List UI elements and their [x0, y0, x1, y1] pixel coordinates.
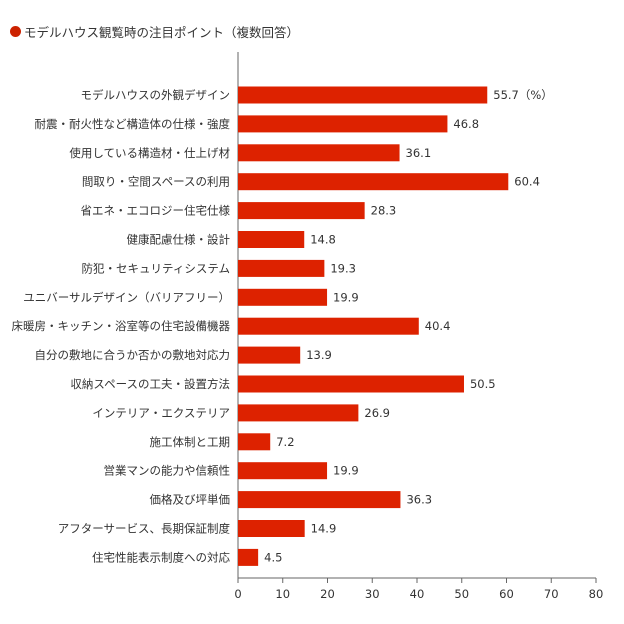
value-label: 7.2 — [276, 435, 294, 449]
value-label: 4.5 — [264, 550, 282, 564]
value-label: 26.9 — [364, 406, 390, 420]
value-label: 55.7（%） — [493, 88, 553, 102]
value-label: 19.9 — [333, 290, 359, 304]
bar — [238, 259, 325, 277]
x-tick-label: 80 — [589, 587, 604, 601]
category-label: 施工体制と工期 — [150, 435, 231, 449]
category-label: 住宅性能表示制度への対応 — [92, 550, 230, 564]
value-label: 19.9 — [333, 464, 359, 478]
bar — [238, 317, 419, 335]
x-tick-label: 50 — [454, 587, 469, 601]
category-label: 自分の敷地に合うか否かの敷地対応力 — [35, 348, 231, 362]
value-label: 50.5 — [470, 377, 496, 391]
chart-title: モデルハウス観覧時の注目ポイント（複数回答） — [24, 25, 300, 40]
bar — [238, 173, 509, 191]
value-label: 13.9 — [306, 348, 332, 362]
bar — [238, 346, 301, 364]
category-label: 省エネ・エコロジー住宅仕様 — [81, 204, 231, 218]
bar — [238, 433, 271, 451]
category-label: モデルハウスの外観デザイン — [81, 88, 231, 102]
value-label: 14.9 — [311, 522, 337, 536]
category-label: 価格及び坪単価 — [150, 493, 231, 507]
chart-title-wrap: モデルハウス観覧時の注目ポイント（複数回答） — [10, 22, 299, 41]
x-tick-label: 30 — [365, 587, 380, 601]
value-label: 40.4 — [425, 319, 451, 333]
category-label: 間取り・空間スペースの利用 — [82, 175, 230, 189]
bar — [238, 231, 305, 248]
value-label: 36.1 — [406, 146, 432, 160]
bar — [238, 288, 328, 306]
x-tick-label: 70 — [544, 587, 559, 601]
category-label: ユニバーサルデザイン（バリアフリー） — [23, 290, 230, 304]
category-label: 防犯・セキュリティシステム — [82, 261, 230, 275]
bar — [238, 548, 259, 566]
value-label: 28.3 — [371, 204, 397, 218]
category-label: 床暖房・キッチン・浴室等の住宅設備機器 — [12, 319, 231, 333]
category-label: 使用している構造材・仕上げ材 — [69, 146, 230, 160]
x-tick-label: 60 — [499, 587, 514, 601]
bar — [238, 404, 359, 422]
bar — [238, 375, 464, 393]
category-label: 営業マンの能力や信頼性 — [104, 464, 231, 478]
x-tick-label: 40 — [410, 587, 425, 601]
value-label: 46.8 — [453, 117, 479, 131]
value-label: 36.3 — [406, 493, 432, 507]
unit-label: （%） — [519, 88, 553, 102]
category-label: 収納スペースの工夫・設置方法 — [70, 377, 230, 391]
bar — [238, 144, 400, 162]
category-label: インテリア・エクステリア — [92, 406, 230, 420]
value-label: 60.4 — [514, 175, 540, 189]
bar — [238, 520, 305, 537]
x-tick-label: 10 — [275, 587, 290, 601]
bar — [238, 86, 488, 104]
bar — [238, 462, 328, 480]
bar — [238, 115, 448, 133]
category-label: アフターサービス、長期保証制度 — [58, 522, 231, 536]
category-label: 健康配慮仕様・設計 — [127, 233, 231, 247]
category-label: 耐震・耐火性など構造体の仕様・強度 — [35, 117, 231, 131]
value-label: 19.3 — [330, 261, 356, 275]
x-tick-label: 20 — [320, 587, 335, 601]
title-bullet-icon — [10, 26, 21, 37]
bar — [238, 491, 401, 509]
x-tick-label: 0 — [234, 587, 241, 601]
bar — [238, 202, 365, 220]
value-label: 14.8 — [310, 233, 336, 247]
